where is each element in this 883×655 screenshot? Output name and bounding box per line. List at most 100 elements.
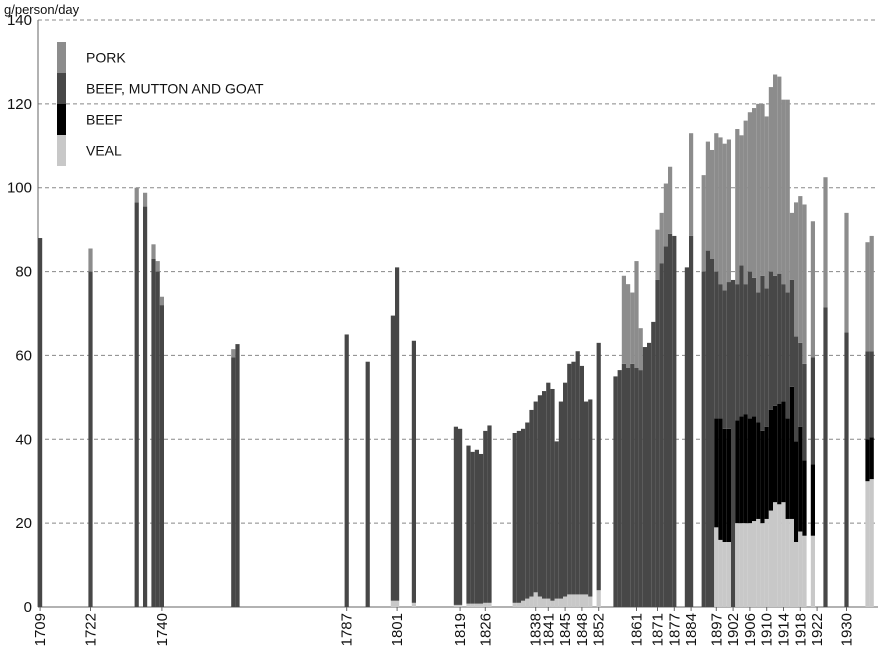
y-tick-label: 80 [15,264,32,281]
bar-segment [516,430,521,603]
bar-segment [726,139,731,283]
bar-segment [865,242,870,352]
bar-segment [458,428,463,605]
legend-swatch [57,73,66,104]
bar-segment [395,267,400,601]
bar-segment [781,401,786,503]
x-tick-label: 1740 [154,613,171,646]
bar-segment [752,521,757,607]
bar-segment [626,368,631,607]
x-tick-label: 1877 [666,613,683,646]
bar-segment [802,460,807,536]
bar-segment [781,284,786,402]
bar-segment [151,244,156,259]
bar-segment [596,590,601,607]
bar-segment [760,275,765,431]
x-tick-label: 1709 [32,613,49,646]
bar-segment [798,531,803,607]
bar-segment [546,382,551,599]
bar-segment [735,420,740,524]
x-tick-label: 1918 [792,613,809,646]
bar-segment [739,135,744,266]
bar-segment [134,187,139,203]
bar-segment [38,238,43,607]
bar-segment [735,523,740,607]
bar-segment [794,336,799,442]
bar-segment [512,602,517,607]
bar-segment [764,288,769,427]
x-tick-label: 1871 [650,613,667,646]
bar-segment [722,542,727,607]
bar-segment [613,376,618,607]
bar-segment [584,594,589,607]
x-tick-label: 1845 [557,613,574,646]
bar-segment [88,248,93,272]
bar-segment [143,206,148,607]
bar-segment [567,594,572,607]
bar-segment [466,603,471,607]
bar-segment [789,386,794,519]
legend-swatch [57,104,66,135]
bar-segment [747,418,752,524]
bar-segment [638,328,643,371]
bar-segment [781,502,786,607]
bar-segment [726,542,731,607]
bar-segment [642,347,647,607]
bar-segment [705,250,710,607]
bar-segment [668,233,673,608]
legend-swatch [57,135,66,166]
bar-segment [764,116,769,289]
bar-segment [701,175,706,272]
bar-segment [802,363,807,461]
bar-segment [159,296,164,306]
bar-segment [638,370,643,607]
legend-label: VEAL [86,143,122,159]
bar-segment [487,425,492,603]
bar-segment [869,437,874,480]
bar-segment [810,221,815,358]
bar-segment [659,212,664,264]
bar-segment [810,357,815,465]
bar-segment [764,518,769,607]
bar-segment [773,74,778,276]
bar-segment [718,418,723,540]
bar-segment [458,604,463,607]
bar-segment [537,395,542,597]
bar-segment [550,600,555,607]
bar-segment [155,271,160,607]
bar-segment [869,235,874,352]
bar-segment [668,166,673,234]
y-tick-label: 140 [7,12,32,29]
bar-segment [651,321,656,607]
bar-segment [810,535,815,607]
bar-segment [777,273,782,404]
y-axis-label: g/person/day [4,2,80,17]
bar-segment [747,112,752,272]
bar-segment [663,246,668,607]
bar-segment [714,418,719,528]
legend-label: BEEF, MUTTON AND GOAT [86,81,264,97]
bar-segment [634,368,639,607]
bar-segment [596,342,601,591]
bar-segment [621,363,626,607]
bar-segment [756,103,761,293]
bar-segment [773,275,778,406]
bar-segment [563,596,568,607]
bar-segment [781,99,786,285]
bar-segment [344,334,349,607]
bar-segment [798,196,803,343]
bar-segment [479,603,484,607]
bar-segment [756,292,761,423]
bar-segment [390,600,395,607]
bar-segment [865,439,870,482]
bar-segment [487,602,492,607]
bar-segment [411,340,416,603]
bar-segment [785,99,790,293]
bar-segment [474,603,479,607]
x-tick-label: 1841 [540,613,557,646]
bar-segment [525,598,530,607]
bar-segment [798,426,803,532]
x-tick-label: 1722 [83,613,100,646]
bar-segment [235,344,240,607]
